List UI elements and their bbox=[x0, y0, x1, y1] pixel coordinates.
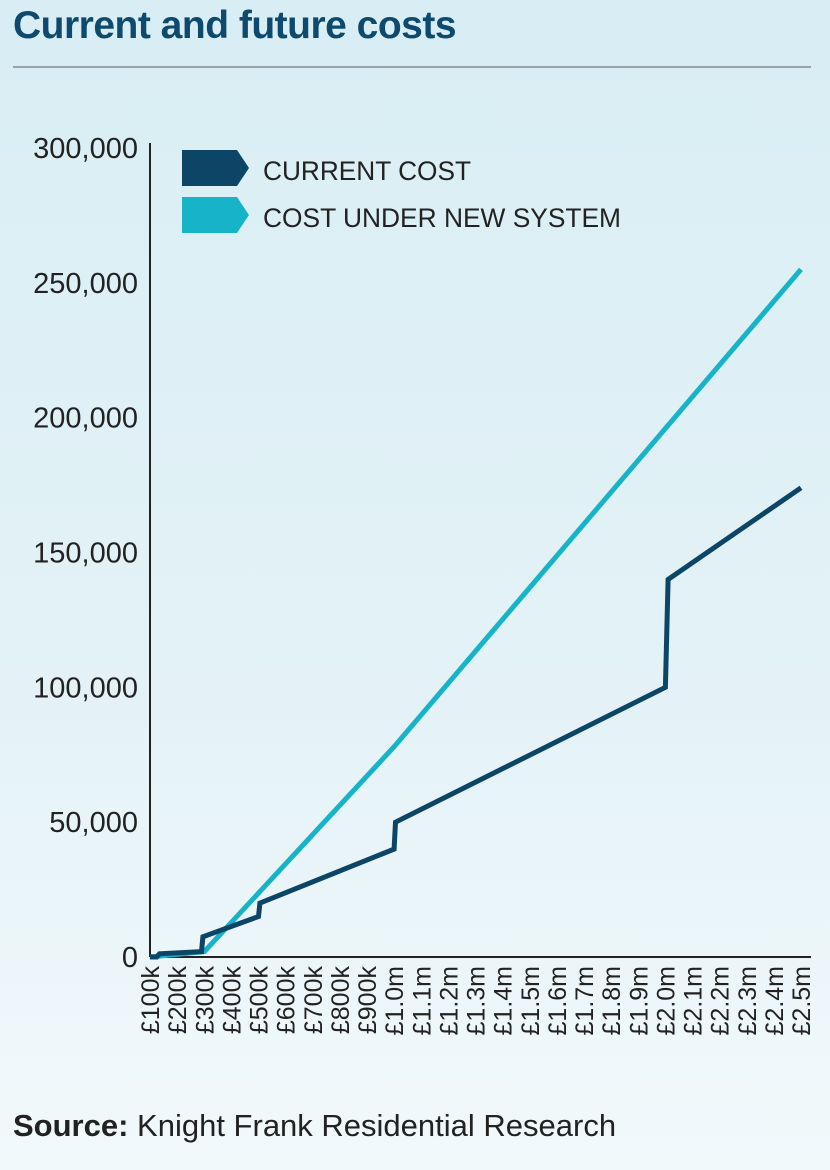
x-tick-label: £800k bbox=[327, 966, 355, 1035]
chart-title: Current and future costs bbox=[13, 4, 457, 47]
legend-swatch bbox=[182, 197, 249, 233]
x-tick-label: £1.4m bbox=[490, 966, 518, 1035]
x-tick-label: £1.7m bbox=[571, 966, 599, 1035]
x-tick-label: £200k bbox=[164, 966, 192, 1035]
y-tick-label: 100,000 bbox=[33, 672, 138, 704]
x-tick-label: £2.0m bbox=[652, 966, 680, 1035]
x-tick-label: £2.1m bbox=[680, 966, 708, 1035]
x-tick-label: £1.9m bbox=[625, 966, 653, 1035]
x-tick-label: £1.0m bbox=[381, 966, 409, 1035]
x-tick-label: £600k bbox=[273, 966, 301, 1035]
legend-label: COST UNDER NEW SYSTEM bbox=[263, 203, 621, 233]
y-tick-label: 250,000 bbox=[33, 268, 138, 300]
source-note: Source: Knight Frank Residential Researc… bbox=[13, 1108, 616, 1144]
x-tick-label: £2.5m bbox=[788, 966, 816, 1035]
y-tick-label: 0 bbox=[122, 942, 138, 974]
y-tick-label: 200,000 bbox=[33, 403, 138, 435]
source-text: Knight Frank Residential Research bbox=[137, 1108, 617, 1143]
x-tick-label: £2.2m bbox=[707, 966, 735, 1035]
x-tick-label: £1.6m bbox=[544, 966, 572, 1035]
legend-swatch bbox=[182, 150, 249, 186]
title-divider bbox=[13, 66, 811, 68]
x-tick-label: £900k bbox=[354, 966, 382, 1035]
x-tick-label: £1.2m bbox=[435, 966, 463, 1035]
legend-label: CURRENT COST bbox=[263, 156, 471, 186]
y-tick-label: 50,000 bbox=[49, 807, 138, 839]
x-tick-label: £1.3m bbox=[463, 966, 491, 1035]
x-tick-label: £1.8m bbox=[598, 966, 626, 1035]
x-tick-label: £500k bbox=[246, 966, 274, 1035]
line-chart: 0 50,000 100,000 150,000 200,000 250,000 300,0… bbox=[33, 133, 816, 1035]
x-tick-label: £1.5m bbox=[517, 966, 545, 1035]
y-tick-label: 300,000 bbox=[33, 133, 138, 165]
x-tick-label: £2.4m bbox=[761, 966, 789, 1035]
x-tick-label: £700k bbox=[300, 966, 328, 1035]
x-tick-label: £300k bbox=[191, 966, 219, 1035]
x-tick-label: £1.1m bbox=[408, 966, 436, 1035]
x-tick-label: £2.3m bbox=[734, 966, 762, 1035]
series-line-current-cost bbox=[150, 485, 803, 960]
y-tick-label: 150,000 bbox=[33, 538, 138, 570]
x-tick-label: £100k bbox=[137, 966, 165, 1035]
source-label: Source: bbox=[13, 1108, 129, 1143]
series-line-cost-under-new-system bbox=[149, 267, 803, 960]
x-tick-label: £400k bbox=[218, 966, 246, 1035]
